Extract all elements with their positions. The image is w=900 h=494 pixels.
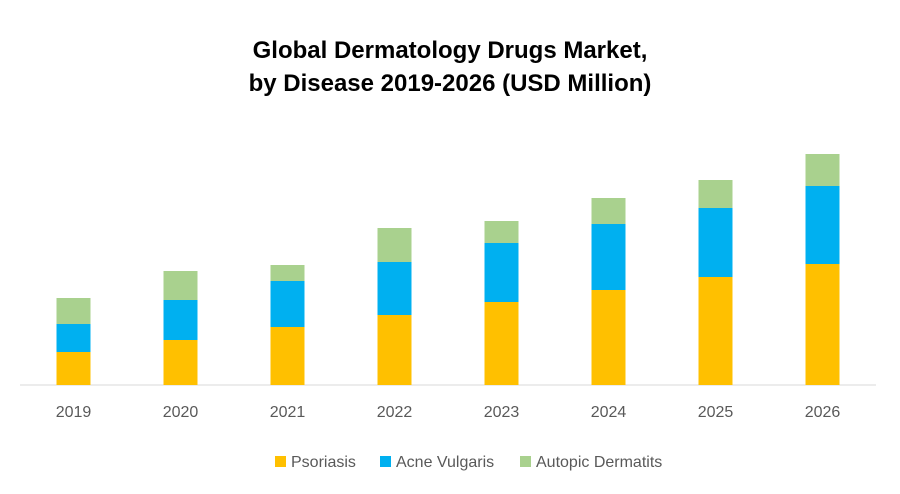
- bar-acne-vulgaris-2021: [270, 281, 305, 327]
- chart-title-line-2: by Disease 2019-2026 (USD Million): [248, 70, 652, 97]
- bar-autopic-dermatits-2023: [484, 221, 519, 243]
- bar-psoriasis-2024: [591, 290, 626, 385]
- legend-swatch-1: [380, 456, 391, 467]
- x-tick-label: 2023: [484, 404, 520, 421]
- bar-psoriasis-2021: [270, 327, 305, 385]
- x-tick-label: 2022: [377, 404, 413, 421]
- bar-autopic-dermatits-2020: [163, 271, 198, 300]
- bar-acne-vulgaris-2019: [56, 324, 91, 352]
- bar-autopic-dermatits-2025: [698, 180, 733, 208]
- x-tick-label: 2024: [591, 404, 627, 421]
- bar-acne-vulgaris-2023: [484, 243, 519, 302]
- legend-swatch-2: [520, 456, 531, 467]
- bar-psoriasis-2020: [163, 340, 198, 385]
- bar-acne-vulgaris-2024: [591, 224, 626, 290]
- x-tick-label: 2025: [698, 404, 734, 421]
- bar-autopic-dermatits-2021: [270, 265, 305, 281]
- bar-psoriasis-2022: [377, 315, 412, 385]
- bar-acne-vulgaris-2020: [163, 300, 198, 340]
- x-tick-label: 2021: [270, 404, 306, 421]
- bar-autopic-dermatits-2022: [377, 228, 412, 262]
- bar-psoriasis-2025: [698, 277, 733, 385]
- legend-label: Autopic Dermatits: [536, 454, 662, 471]
- x-tick-label: 2026: [805, 404, 841, 421]
- legend-label: Acne Vulgaris: [396, 454, 494, 471]
- bar-autopic-dermatits-2026: [805, 154, 840, 186]
- legend-swatch-0: [275, 456, 286, 467]
- bar-psoriasis-2019: [56, 352, 91, 385]
- x-tick-label: 2019: [56, 404, 92, 421]
- bar-acne-vulgaris-2022: [377, 262, 412, 315]
- bar-acne-vulgaris-2026: [805, 186, 840, 264]
- bar-psoriasis-2026: [805, 264, 840, 385]
- bar-autopic-dermatits-2019: [56, 298, 91, 324]
- bar-psoriasis-2023: [484, 302, 519, 385]
- chart-title-line-1: Global Dermatology Drugs Market,: [252, 37, 648, 64]
- bar-acne-vulgaris-2025: [698, 208, 733, 277]
- bar-autopic-dermatits-2024: [591, 198, 626, 224]
- chart-title: Global Dermatology Drugs Market, by Dise…: [0, 34, 900, 100]
- legend-label: Psoriasis: [291, 454, 356, 471]
- x-tick-label: 2020: [163, 404, 199, 421]
